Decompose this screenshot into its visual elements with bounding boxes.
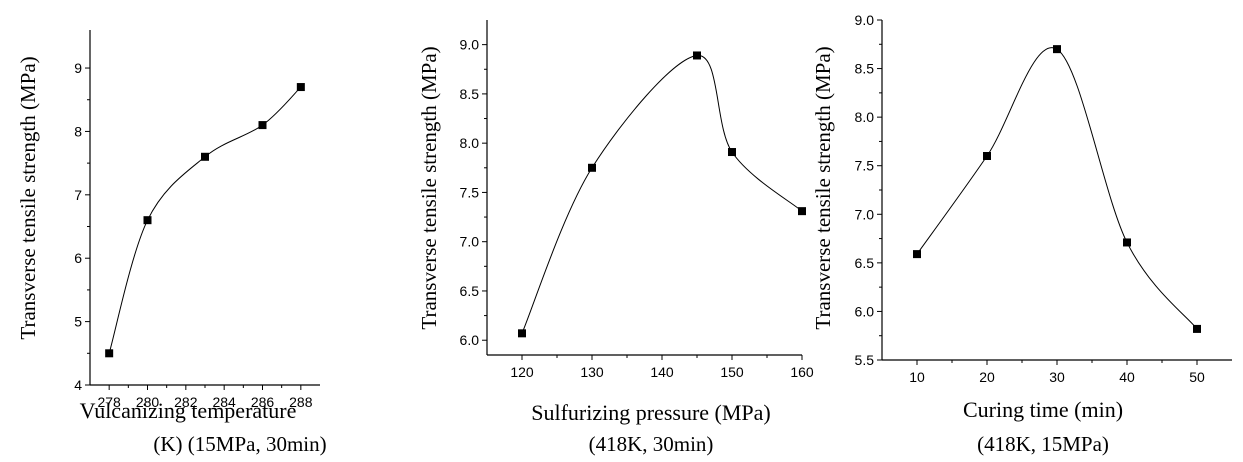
y-tick-label: 9.0 [460, 37, 480, 53]
y-tick-label: 7.5 [855, 158, 875, 174]
condition-label: (418K, 15MPa) [977, 432, 1109, 456]
condition-label: (418K, 30min) [589, 432, 714, 456]
y-tick-label: 6.0 [855, 303, 875, 319]
x-tick-label: 286 [251, 394, 275, 410]
y-tick-label: 4 [74, 377, 82, 393]
x-tick-label: 284 [212, 394, 236, 410]
y-tick-label: 8.0 [855, 109, 875, 125]
data-point [983, 152, 991, 160]
y-tick-label: 5.5 [855, 352, 875, 368]
y-axis-label: Transverse tensile strength (MPa) [811, 46, 835, 329]
y-tick-label: 6.5 [855, 255, 875, 271]
data-point [258, 121, 267, 130]
x-tick-label: 280 [136, 394, 160, 410]
y-tick-label: 6 [74, 250, 82, 266]
y-tick-label: 7 [74, 187, 82, 203]
x-tick-label: 278 [97, 394, 121, 410]
x-tick-label: 30 [1049, 369, 1065, 385]
y-tick-label: 6.5 [460, 283, 480, 299]
chart-pressure: Transverse tensile strength (MPa) Sulfur… [417, 20, 814, 456]
chart-curing-time: Transverse tensile strength (MPa) Curing… [811, 12, 1232, 456]
y-axis-label: Transverse tensile strength (MPa) [16, 56, 40, 339]
data-point [693, 51, 701, 60]
y-tick-label: 9 [74, 60, 82, 76]
x-tick-label: 120 [510, 364, 534, 380]
data-point [1123, 238, 1131, 247]
y-tick-label: 7.5 [460, 184, 480, 200]
x-tick-label: 140 [650, 364, 674, 380]
x-tick-label: 20 [979, 369, 995, 385]
y-tick-label: 5 [74, 314, 82, 330]
data-point [1053, 45, 1061, 54]
x-tick-label: 150 [720, 364, 744, 380]
data-point [588, 163, 596, 172]
series-curve [521, 54, 803, 334]
x-tick-label: 40 [1119, 369, 1135, 385]
condition-label: (K) (15MPa, 30min) [153, 432, 326, 456]
y-tick-label: 8 [74, 123, 82, 139]
data-point [201, 152, 209, 161]
data-point [728, 148, 736, 157]
x-tick-label: 10 [909, 369, 925, 385]
y-tick-label: 8.5 [460, 86, 480, 102]
x-tick-label: 130 [580, 364, 604, 380]
data-point [913, 250, 921, 259]
y-tick-label: 7.0 [855, 206, 875, 222]
data-point [518, 329, 526, 338]
x-tick-label: 282 [174, 394, 198, 410]
x-axis-label: Vulcanizing temperature [80, 398, 297, 423]
data-point [798, 207, 806, 216]
series-curve [916, 47, 1198, 330]
x-axis-label: Curing time (min) [963, 397, 1123, 422]
data-point [105, 349, 114, 358]
x-axis-label: Sulfurizing pressure (MPa) [531, 400, 771, 425]
data-point [143, 216, 152, 225]
x-tick-label: 50 [1189, 369, 1205, 385]
data-point [296, 83, 305, 92]
y-tick-label: 8.0 [460, 135, 480, 151]
y-tick-label: 6.0 [460, 332, 480, 348]
y-tick-label: 9.0 [855, 12, 875, 28]
y-axis-label: Transverse tensile strength (MPa) [417, 46, 441, 329]
chart-temperature: Transverse tensile strength (MPa) Vulcan… [16, 30, 327, 456]
data-point [1193, 324, 1201, 333]
series-curve [108, 86, 302, 354]
x-tick-label: 160 [790, 364, 814, 380]
y-tick-label: 7.0 [460, 234, 480, 250]
y-tick-label: 8.5 [855, 61, 875, 77]
x-tick-label: 288 [289, 394, 313, 410]
